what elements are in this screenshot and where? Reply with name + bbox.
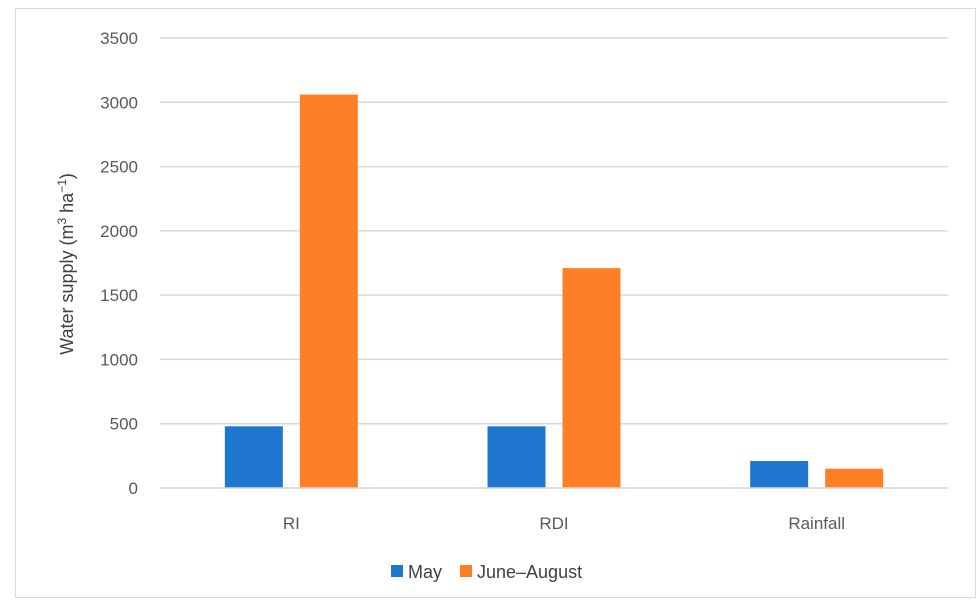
x-tick-label: RI [283, 514, 300, 533]
gridlines [160, 37, 948, 489]
x-tick-label: RDI [539, 514, 568, 533]
y-tick-label: 0 [129, 479, 138, 498]
y-axis-title-sup-1: 3 [55, 218, 69, 225]
y-tick-label: 3500 [100, 29, 138, 48]
legend-label-may: May [408, 562, 442, 582]
y-tick-label: 3000 [100, 93, 138, 112]
y-tick-label: 1000 [100, 350, 138, 369]
bar-june-august-ri [299, 94, 358, 489]
bar-june-august-rdi [562, 268, 621, 488]
y-tick-label: 2000 [100, 222, 138, 241]
x-axis-ticks: RI RDI Rainfall [283, 514, 845, 533]
legend-swatch-june-august [460, 565, 472, 577]
y-axis-ticks: 0 500 1000 1500 2000 2500 3000 3500 [100, 29, 138, 498]
y-axis-title-middle: ha [57, 192, 77, 218]
bars [160, 94, 948, 489]
x-tick-label: Rainfall [788, 514, 845, 533]
y-tick-label: 1500 [100, 286, 138, 305]
legend-label-june-august: June–August [477, 562, 582, 582]
bar-may-rdi [487, 426, 546, 488]
bar-june-august-rainfall [825, 468, 884, 488]
y-axis-title-suffix: ) [57, 173, 77, 179]
bar-may-ri [224, 426, 283, 488]
legend: May June–August [391, 562, 582, 582]
y-tick-label: 500 [110, 415, 138, 434]
y-axis-title-prefix: Water supply (m [57, 225, 77, 355]
legend-swatch-may [391, 565, 403, 577]
y-tick-label: 2500 [100, 158, 138, 177]
chart-frame [15, 8, 976, 598]
bar-may-rainfall [750, 461, 809, 488]
y-axis-title-sup-2: −1 [55, 179, 69, 193]
y-axis-title: Water supply (m3 ha−1) [55, 173, 77, 355]
